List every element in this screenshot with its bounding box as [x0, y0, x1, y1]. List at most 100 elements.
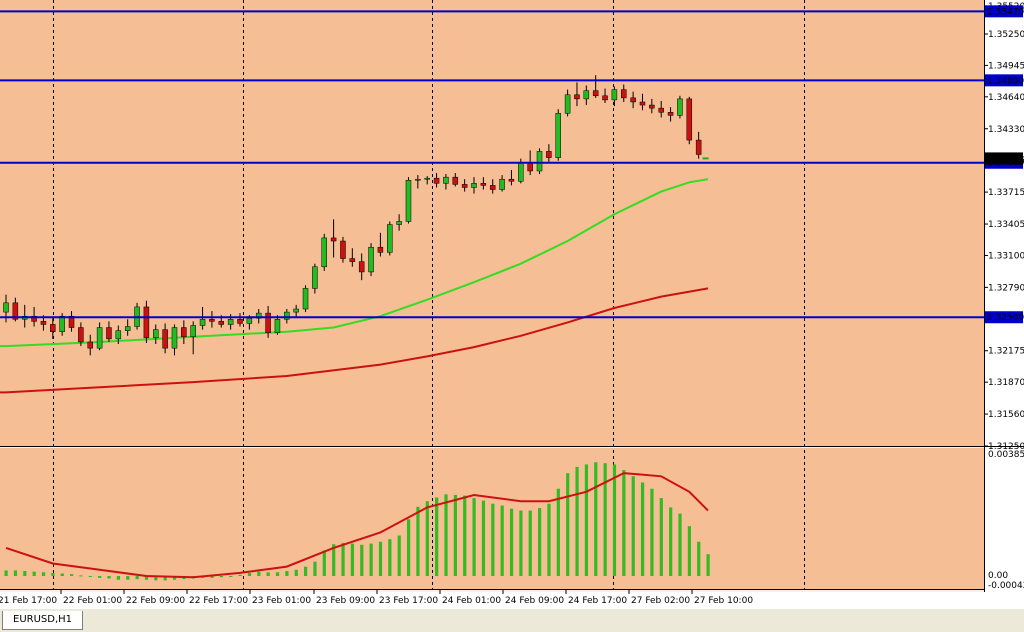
macd-histogram-bar — [584, 464, 589, 576]
macd-histogram-bar — [107, 576, 111, 579]
bearish-candle — [546, 151, 552, 158]
macd-histogram-bar — [640, 482, 645, 576]
bullish-candle — [171, 327, 178, 349]
macd-histogram-bar — [163, 576, 167, 581]
bullish-candle — [321, 237, 327, 268]
time-axis-background — [0, 592, 1024, 609]
price-axis-label: 1.33405 — [988, 220, 1024, 230]
bullish-candle — [284, 311, 290, 320]
bullish-candle — [302, 288, 309, 310]
macd-histogram-bar — [425, 501, 429, 576]
macd-histogram-bar — [332, 544, 336, 576]
price-axis-label: 1.32790 — [988, 283, 1024, 293]
bullish-candle — [153, 329, 159, 339]
macd-histogram-bar — [70, 574, 74, 576]
macd-histogram-bar — [350, 543, 355, 576]
bearish-candle — [237, 319, 243, 324]
macd-histogram-bar — [154, 576, 158, 581]
macd-histogram-bar — [706, 554, 710, 576]
bullish-candle — [96, 327, 103, 349]
macd-signal-line — [5, 472, 709, 579]
macd-histogram-bar — [247, 572, 252, 576]
macd-histogram-bar — [481, 500, 486, 576]
price-axis-label: 1.35250 — [988, 30, 1024, 40]
price-axis-label: 1.33715 — [988, 188, 1024, 198]
bullish-candle — [115, 330, 122, 340]
macd-histogram-bar — [322, 550, 326, 576]
bearish-candle — [265, 312, 271, 333]
macd-histogram-bar — [697, 541, 701, 576]
bearish-candle — [358, 261, 365, 273]
bearish-candle — [209, 319, 215, 322]
bullish-candle — [583, 90, 590, 100]
macd-histogram-bar — [556, 488, 560, 576]
macd-histogram-bar — [126, 576, 130, 580]
macd-histogram-bar — [313, 561, 317, 576]
bearish-candle — [78, 327, 84, 343]
time-axis-label: 22 Feb 01:00 — [63, 596, 122, 606]
macd-histogram-bar — [41, 572, 46, 576]
macd-histogram-bar — [98, 576, 102, 578]
bearish-candle — [50, 324, 56, 332]
bullish-candle — [312, 266, 318, 289]
macd-histogram-bar — [631, 476, 635, 576]
macd-histogram-bar — [229, 576, 233, 577]
time-axis-label: 24 Feb 01:00 — [442, 596, 501, 606]
tab-eurusd-h1[interactable]: EURUSD,H1 — [2, 611, 84, 630]
time-axis-label: 23 Feb 01:00 — [252, 596, 311, 606]
macd-histogram-bar — [116, 576, 121, 580]
macd-histogram-bar — [219, 576, 223, 578]
level-price-tag — [985, 74, 1023, 87]
macd-histogram-bar — [444, 494, 448, 576]
macd-histogram-bar — [360, 544, 364, 576]
bearish-candle — [461, 184, 468, 188]
bearish-candle — [658, 107, 664, 113]
level-price-tag — [985, 311, 1023, 324]
fast-moving-average-line — [0, 178, 709, 348]
bullish-candle — [555, 113, 561, 158]
bullish-candle — [368, 246, 374, 273]
macd-histogram-bar — [687, 526, 691, 576]
price-axis-background — [984, 0, 1024, 592]
macd-histogram-bar — [369, 543, 373, 576]
price-axis-label: 1.31870 — [988, 378, 1024, 388]
macd-histogram-bar — [378, 541, 383, 576]
bearish-candle — [602, 95, 608, 101]
bullish-candle — [415, 178, 421, 181]
macd-histogram-bar — [650, 488, 654, 576]
macd-histogram-bar — [285, 571, 289, 576]
macd-histogram-bar — [79, 575, 83, 577]
macd-histogram-bar — [257, 571, 261, 576]
bullish-candle — [227, 319, 234, 325]
bearish-candle — [162, 329, 168, 349]
macd-histogram-bar — [51, 572, 55, 576]
macd-histogram-bar — [659, 498, 663, 576]
bullish-candle — [471, 183, 477, 188]
level-price-tag — [985, 5, 1023, 18]
bullish-candle — [199, 319, 206, 326]
current-price-tag — [985, 152, 1023, 165]
bearish-candle — [527, 162, 533, 172]
macd-histogram-bar — [575, 466, 579, 576]
bearish-candle — [12, 302, 19, 320]
time-axis-label: 24 Feb 09:00 — [505, 596, 564, 606]
level-price-label: 1.35470 — [987, 7, 1024, 17]
macd-histogram-bar — [406, 519, 411, 576]
bullish-candle — [274, 319, 281, 333]
macd-histogram-bar — [612, 464, 617, 576]
bearish-candle — [106, 327, 112, 340]
bearish-candle — [480, 183, 487, 186]
indicator-axis-label: 0.00 — [988, 571, 1008, 581]
macd-histogram-bar — [435, 497, 439, 576]
tab-bar-background — [0, 609, 1024, 632]
bullish-candle — [396, 221, 402, 225]
bullish-candle — [564, 94, 571, 114]
macd-histogram-bar — [266, 572, 270, 576]
macd-histogram-bar — [341, 542, 345, 576]
bearish-candle — [340, 240, 346, 259]
price-axis-label: 1.31560 — [988, 410, 1024, 420]
macd-histogram-bar — [210, 576, 214, 578]
macd-histogram-bar — [509, 508, 514, 576]
bearish-candle — [40, 321, 47, 325]
